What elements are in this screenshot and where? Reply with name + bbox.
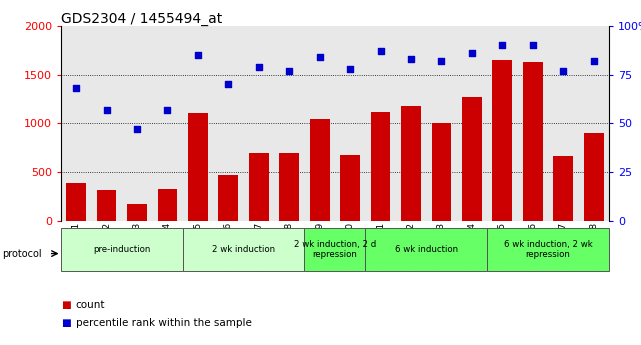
Point (101, 107, 112, 112)
Bar (158, 189, 178, 221)
Bar (127, 204, 147, 221)
Point (162, 107, 172, 112)
Point (315, 54, 325, 60)
Bar (279, 152, 299, 221)
Text: GDS2304 / 1455494_at: GDS2304 / 1455494_at (61, 12, 222, 26)
Point (376, 48, 386, 54)
Point (558, 68, 569, 73)
Point (406, 56, 416, 62)
Bar (431, 124, 451, 221)
Bar (310, 119, 329, 221)
Point (254, 64, 264, 70)
Bar (492, 60, 512, 221)
Bar (370, 112, 390, 221)
Bar (61, 228, 183, 271)
Point (345, 66, 355, 71)
Bar (188, 112, 208, 221)
Bar (365, 228, 487, 271)
Bar (219, 175, 238, 221)
Bar (584, 133, 604, 221)
Text: 2 wk induction: 2 wk induction (212, 245, 275, 254)
Point (437, 58, 447, 64)
Point (497, 43, 508, 48)
Bar (304, 228, 365, 271)
Point (223, 81, 233, 87)
Text: 6 wk induction: 6 wk induction (395, 245, 458, 254)
Bar (487, 228, 609, 271)
Text: ■: ■ (61, 318, 71, 327)
Bar (249, 152, 269, 221)
Bar (340, 155, 360, 221)
Bar (183, 228, 304, 271)
Point (284, 68, 294, 73)
Text: 2 wk induction, 2 d
repression: 2 wk induction, 2 d repression (294, 239, 376, 259)
Text: count: count (76, 300, 105, 310)
Point (588, 58, 599, 64)
Text: 6 wk induction, 2 wk
repression: 6 wk induction, 2 wk repression (504, 239, 592, 259)
Point (528, 43, 538, 48)
Text: ■: ■ (61, 300, 71, 310)
Text: protocol: protocol (2, 249, 42, 258)
Bar (553, 156, 573, 221)
Point (71, 86, 81, 91)
Text: percentile rank within the sample: percentile rank within the sample (76, 318, 251, 327)
Point (132, 126, 142, 132)
Point (193, 52, 203, 58)
Bar (462, 97, 482, 221)
Bar (401, 106, 421, 221)
Bar (523, 62, 543, 221)
Point (467, 50, 477, 56)
Bar (97, 190, 117, 221)
Text: pre-induction: pre-induction (93, 245, 151, 254)
Bar (66, 183, 86, 221)
